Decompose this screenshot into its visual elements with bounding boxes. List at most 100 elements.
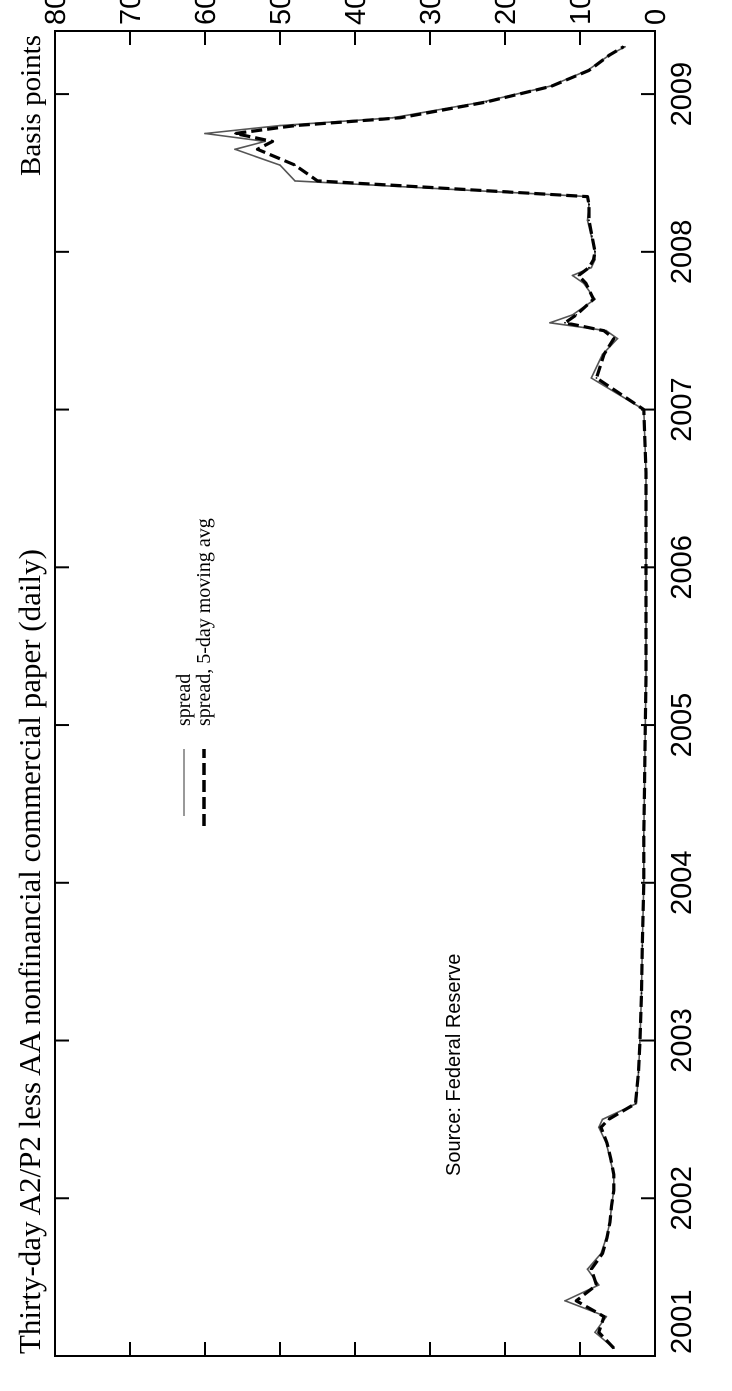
point-spread-5-day-moving-avg-13 [606, 1142, 608, 1144]
point-spread-44 [586, 219, 589, 222]
y-tick-label-400: 400 [340, 0, 372, 25]
point-spread-15 [601, 1118, 604, 1121]
point-spread-5-day-moving-avg-56 [588, 69, 590, 72]
point-spread-49 [234, 148, 236, 151]
point-spread-51 [204, 132, 206, 135]
point-spread-52 [279, 124, 281, 127]
point-spread-5-day-moving-avg-31 [595, 377, 598, 379]
point-spread-5-day-moving-avg-41 [592, 258, 595, 261]
point-spread-5-day-moving-avg-38 [585, 282, 587, 285]
point-spread-5-day-moving-avg-19 [640, 992, 643, 995]
point-spread-53 [391, 116, 394, 119]
point-spread-5-day-moving-avg-50 [271, 140, 274, 143]
point-spread-33 [616, 337, 619, 340]
point-spread-5-day-moving-avg-37 [592, 298, 595, 301]
series-line-spread [204, 46, 647, 1349]
point-spread-5-day-moving-avg-34 [603, 329, 605, 332]
point-spread-5-day-moving-avg-10 [612, 1189, 615, 1192]
point-spread-5-day-moving-avg-46 [586, 195, 589, 198]
y-tick-label-700: 700 [115, 0, 147, 25]
point-spread-5-day-moving-avg-17 [637, 1071, 640, 1073]
point-spread-5-day-moving-avg-58 [622, 45, 625, 48]
point-spread-4 [597, 1284, 600, 1286]
point-spread-2 [605, 1315, 608, 1318]
point-spread-5-day-moving-avg-42 [594, 250, 596, 253]
y-tick-label-200: 200 [490, 0, 522, 25]
point-spread-47 [294, 180, 296, 182]
x-axis: 2001 2002 2003 2004 2005 2006 2007 2008 2009 [55, 62, 698, 1357]
point-spread-5-day-moving-avg-47 [316, 180, 319, 182]
point-spread-31 [590, 377, 593, 379]
point-spread-5-day-moving-avg-29 [645, 471, 647, 474]
point-spread-5-day-moving-avg-52 [294, 124, 296, 127]
point-spread-5-day-moving-avg-5 [590, 1268, 593, 1271]
point-spread-5-day-moving-avg-35 [564, 321, 566, 324]
point-spread-1 [594, 1331, 596, 1334]
point-spread-5-day-moving-avg-36 [575, 314, 578, 316]
point-spread-5-day-moving-avg-48 [294, 164, 296, 166]
x-tick-label-2005: 2005 [666, 693, 698, 758]
point-spread-5-day-moving-avg-4 [595, 1284, 598, 1286]
y-tick-label-500: 500 [265, 0, 297, 25]
point-spread-5-day-moving-avg-24 [644, 724, 647, 726]
point-spread-5 [586, 1268, 589, 1271]
legend-label-moving-avg: spread, 5-day moving avg [193, 518, 215, 726]
point-spread-5-day-moving-avg-26 [645, 629, 647, 632]
y-tick-label-300: 300 [415, 0, 447, 25]
point-spread-5-day-moving-avg-7 [606, 1236, 608, 1239]
point-spread-5-day-moving-avg-3 [575, 1299, 578, 1302]
x-tick-label-2001: 2001 [666, 1289, 698, 1354]
point-spread-5-day-moving-avg-21 [642, 881, 645, 884]
plot-frame [54, 30, 656, 1357]
series-layer [204, 45, 648, 1350]
legend: spread spread, 5-day moving avg [173, 518, 215, 826]
point-spread-14 [597, 1126, 600, 1129]
point-spread-5-day-moving-avg-15 [607, 1118, 610, 1121]
x-tick-label-2002: 2002 [666, 1166, 698, 1231]
y-tick-label-0: 0 [640, 9, 672, 25]
point-spread-5-day-moving-avg-16 [634, 1102, 637, 1105]
point-spread-5-day-moving-avg-25 [645, 676, 647, 679]
point-spread-5-day-moving-avg-0 [612, 1347, 615, 1349]
point-spread-58 [624, 45, 626, 48]
point-spread-5-day-moving-avg-51 [234, 132, 236, 135]
point-spread-5-day-moving-avg-39 [577, 274, 580, 277]
point-spread-5-day-moving-avg-44 [588, 219, 590, 222]
point-spread-5-day-moving-avg-14 [600, 1126, 602, 1129]
x-tick-label-2004: 2004 [666, 851, 698, 916]
point-spread-5-day-moving-avg-12 [609, 1157, 612, 1160]
x-tick-label-2003: 2003 [666, 1008, 698, 1073]
point-spread-5-day-moving-avg-18 [639, 1039, 641, 1042]
point-spread-5-day-moving-avg-6 [601, 1252, 604, 1255]
point-spread-5-day-moving-avg-1 [597, 1331, 600, 1334]
y-tick-label-800: 800 [40, 0, 72, 25]
x-tick-label-2006: 2006 [666, 535, 698, 600]
series-line-spread-5-day-moving-avg [233, 45, 648, 1350]
x-tick-label-2007: 2007 [666, 377, 698, 442]
point-spread-5-day-moving-avg-27 [645, 566, 647, 569]
point-spread-5-day-moving-avg-2 [603, 1315, 605, 1318]
point-spread-5-day-moving-avg-54 [485, 101, 488, 103]
x-tick-label-2009: 2009 [666, 62, 698, 127]
source-note: Source: Federal Reserve [443, 954, 465, 1176]
chart-title: Thirty-day A2/P2 less AA nonfinancial co… [12, 549, 47, 1354]
x-tick-label-2008: 2008 [666, 220, 698, 285]
point-spread-5-day-moving-avg-20 [641, 944, 644, 947]
point-spread-5-day-moving-avg-55 [550, 85, 553, 88]
y-tick-label-100: 100 [565, 0, 597, 25]
point-spread-5-day-moving-avg-53 [399, 116, 401, 119]
point-spread-5-day-moving-avg-22 [642, 834, 645, 837]
y-axis: 0 100 200 300 400 500 600 700 800 [40, 0, 672, 1356]
point-spread-5-day-moving-avg-32 [603, 353, 605, 356]
point-spread-40 [590, 266, 593, 269]
point-spread-5-day-moving-avg-40 [588, 266, 590, 269]
point-spread-5-day-moving-avg-11 [612, 1173, 615, 1176]
point-spread-5-day-moving-avg-30 [642, 408, 645, 411]
point-spread-5-day-moving-avg-57 [609, 53, 611, 56]
y-tick-label-600: 600 [190, 0, 222, 25]
point-spread-39 [571, 274, 574, 277]
point-spread-5-day-moving-avg-8 [609, 1220, 611, 1223]
point-spread-5-day-moving-avg-45 [588, 203, 590, 206]
